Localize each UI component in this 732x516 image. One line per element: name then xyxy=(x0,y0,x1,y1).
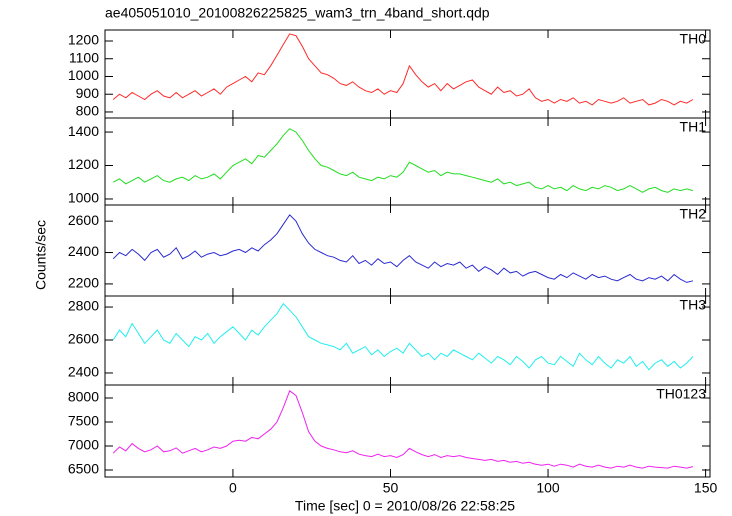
panel-label: TH0 xyxy=(680,31,707,47)
y-tick-label: 800 xyxy=(76,103,100,119)
y-tick-label: 2200 xyxy=(68,275,99,291)
y-tick-label: 1000 xyxy=(68,67,99,83)
y-tick-label: 1200 xyxy=(68,156,99,172)
light-curve xyxy=(112,33,694,106)
y-tick-label: 1200 xyxy=(68,32,99,48)
y-axis-label: Counts/sec xyxy=(33,220,49,290)
panel-frame xyxy=(104,384,711,478)
panel-label: TH1 xyxy=(680,119,707,135)
y-tick-label: 2600 xyxy=(68,212,99,228)
light-curve xyxy=(112,302,694,371)
chart-title: ae405051010_20100826225825_wam3_trn_4ban… xyxy=(105,5,490,21)
panel-frame xyxy=(104,29,711,119)
light-curve xyxy=(112,389,694,469)
panel-label: TH0123 xyxy=(656,386,706,402)
y-tick-label: 1100 xyxy=(69,49,99,65)
y-tick-label: 7000 xyxy=(68,437,99,453)
y-tick-label: 2400 xyxy=(68,243,99,259)
y-tick-label: 6500 xyxy=(68,461,99,477)
y-tick-label: 2800 xyxy=(68,298,99,314)
x-tick-label: 150 xyxy=(694,480,718,496)
x-tick-label: 0 xyxy=(229,480,237,496)
y-tick-label: 8000 xyxy=(68,389,99,405)
y-tick-label: 2600 xyxy=(68,331,99,347)
panel-label: TH3 xyxy=(680,297,707,313)
y-tick-label: 2400 xyxy=(68,364,99,380)
y-tick-label: 1000 xyxy=(68,190,99,206)
x-tick-label: 50 xyxy=(383,480,399,496)
light-curve xyxy=(112,128,694,193)
panel-label: TH2 xyxy=(680,206,707,222)
y-tick-label: 7500 xyxy=(68,413,99,429)
x-tick-label: 100 xyxy=(536,480,560,496)
panel-frame xyxy=(104,295,711,386)
panel-frame xyxy=(104,204,711,297)
panel-frame xyxy=(104,117,711,206)
y-tick-label: 1400 xyxy=(68,123,99,139)
light-curve xyxy=(112,214,694,283)
x-axis-label: Time [sec] 0 = 2010/08/26 22:58:25 xyxy=(295,498,515,514)
y-tick-label: 900 xyxy=(76,85,100,101)
